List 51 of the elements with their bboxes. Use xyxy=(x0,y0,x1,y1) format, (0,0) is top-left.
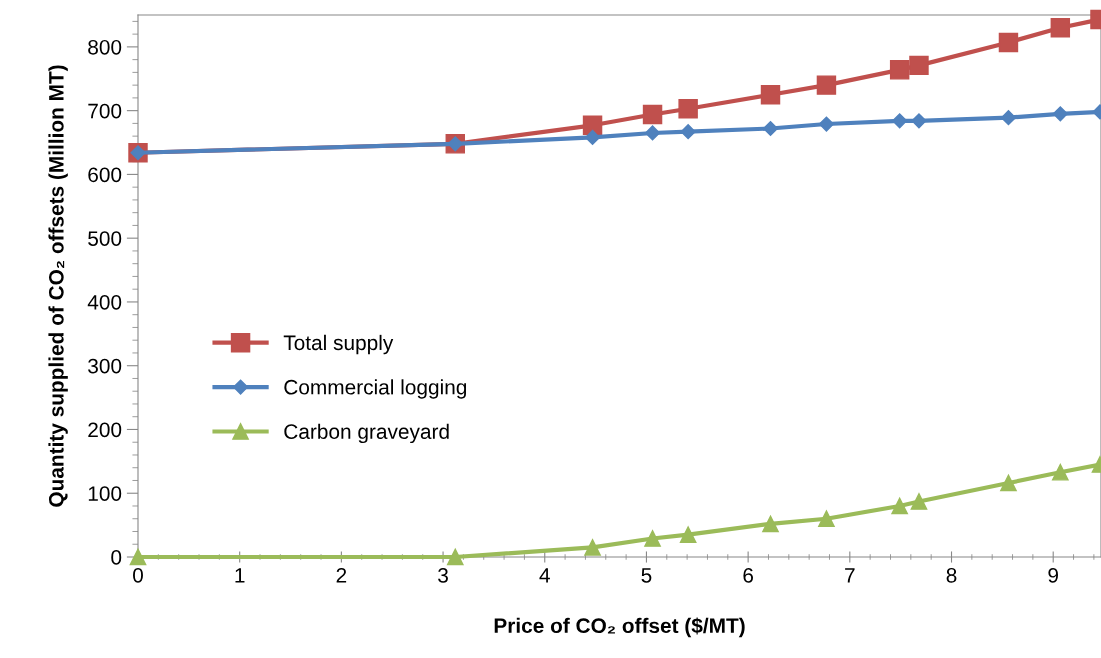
y-axis-title: Quantity supplied of CO₂ offsets (Million MT) xyxy=(48,65,68,507)
point xyxy=(760,84,781,105)
x-tick-label: 4 xyxy=(539,568,550,583)
point xyxy=(1050,18,1071,38)
x-tick-label: 0 xyxy=(133,567,143,583)
x-tick-label: 5 xyxy=(641,568,652,583)
y-tick-label: 600 xyxy=(88,167,122,183)
point xyxy=(909,55,929,76)
x-tick-label: 1 xyxy=(235,568,245,583)
point xyxy=(911,113,927,129)
y-tick-label: 200 xyxy=(88,422,122,438)
y-tick-label: 100 xyxy=(88,486,122,501)
point xyxy=(679,526,697,544)
x-tick-label: 2 xyxy=(336,567,347,583)
point xyxy=(762,515,779,533)
point xyxy=(816,75,837,95)
x-tick-label: 8 xyxy=(946,567,957,583)
point xyxy=(584,539,601,556)
point xyxy=(762,120,779,137)
point xyxy=(1000,110,1017,126)
point xyxy=(818,510,835,528)
point xyxy=(678,99,698,119)
point xyxy=(1000,474,1017,492)
point xyxy=(644,530,661,547)
x-tick-label: 9 xyxy=(1048,567,1059,583)
point xyxy=(998,32,1019,53)
legend-label: Carbon graveyard xyxy=(284,423,449,444)
x-axis-title: Price of CO₂ offset ($/MT) xyxy=(494,617,745,638)
point xyxy=(680,124,696,140)
y-tick-label: 300 xyxy=(88,358,122,374)
legend-label: Total supply xyxy=(283,334,394,355)
y-tick-label: 700 xyxy=(88,103,122,119)
point xyxy=(892,113,908,129)
point xyxy=(642,104,663,125)
point xyxy=(910,493,928,510)
y-tick-label: 800 xyxy=(88,39,122,55)
legend-label: Commercial logging xyxy=(284,379,467,399)
point xyxy=(818,116,835,132)
point xyxy=(584,129,601,145)
point xyxy=(889,60,910,80)
point xyxy=(891,497,908,515)
y-tick-label: 400 xyxy=(87,294,122,310)
point xyxy=(644,125,661,141)
point xyxy=(1051,463,1069,481)
x-tick-label: 7 xyxy=(845,568,855,583)
point xyxy=(446,548,464,566)
x-tick-label: 3 xyxy=(438,567,448,583)
y-tick-label: 0 xyxy=(111,550,122,565)
point xyxy=(1052,106,1068,122)
x-tick-label: 6 xyxy=(743,567,754,583)
y-tick-label: 500 xyxy=(88,231,122,246)
